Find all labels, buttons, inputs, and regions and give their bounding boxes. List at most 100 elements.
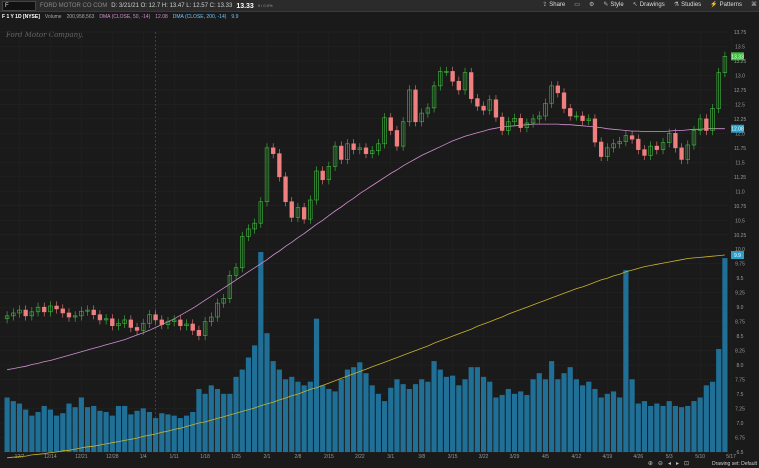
candle-body (704, 118, 709, 131)
volume-bar (623, 270, 629, 452)
print-button[interactable]: ▭ (574, 1, 580, 8)
x-tick-label: 3/1 (387, 454, 394, 460)
y-tick-label: 10.25 (734, 233, 747, 239)
volume-bar (660, 405, 666, 452)
candle-body (370, 150, 375, 154)
candle-body (221, 298, 226, 304)
symbol-input[interactable]: F (2, 1, 36, 11)
candle-body (524, 122, 530, 128)
study-info-bar: F 1 Y 1D [NYSE] Volume 200,958,563 DMA (… (0, 12, 742, 21)
candle-body (165, 321, 171, 325)
volume-bar (468, 367, 474, 452)
price-chart[interactable]: 12/7 12/14 12/21 12/28 1/4 1/11 1/18 1/25 2/1 2/8… (0, 22, 759, 460)
volume-bar (16, 403, 23, 452)
volume-bar (524, 395, 530, 452)
share-icon: ⇪ (542, 2, 548, 8)
volume-bar (709, 381, 716, 452)
candle-body (431, 85, 437, 109)
volume-bar (480, 376, 487, 452)
volume-bar (153, 418, 159, 452)
candle-body (122, 319, 127, 324)
x-tick-label: 3/29 (510, 454, 520, 460)
print-icon: ▭ (574, 2, 580, 8)
drawings-button[interactable]: ↖ Drawings (633, 1, 665, 9)
flask-icon: ⚗ (673, 2, 680, 8)
candle-body (611, 143, 616, 149)
zoom-in-icon[interactable]: ⊕ (647, 461, 653, 467)
volume-bar (629, 379, 635, 452)
candle-body (648, 145, 653, 156)
volume-bar (29, 415, 35, 452)
volume-bar (60, 413, 66, 452)
volume-bar (703, 385, 709, 452)
y-tick-label: 7.5 (737, 392, 744, 398)
volume-bar (357, 362, 363, 452)
candle-body (246, 228, 251, 237)
dma200-label[interactable]: DMA (CLOSE, 200, -14) (172, 13, 227, 20)
sync-button[interactable]: ⌘ (751, 1, 757, 8)
candle-body (85, 309, 90, 312)
volume-bar (72, 407, 78, 452)
candle-body (636, 138, 641, 150)
volume-bar (406, 388, 412, 452)
candle-body (202, 321, 208, 336)
share-label: Share (549, 1, 566, 8)
volume-bar (295, 381, 301, 452)
volume-bar (555, 379, 561, 452)
candle-body (400, 121, 406, 147)
settings-button[interactable]: ⚙ (589, 1, 594, 8)
candle-body (394, 130, 400, 147)
x-tick-label: 1/18 (200, 454, 210, 460)
candle-body (339, 145, 344, 160)
y-tick-label: 6.75 (735, 436, 745, 442)
candle-body (598, 141, 604, 157)
drawing-set-label[interactable]: Drawing set: Default (711, 461, 757, 467)
y-tick-label: 10.0 (735, 247, 745, 253)
candle-body (184, 323, 189, 327)
x-tick-label: 12/7 (15, 454, 25, 460)
volume-bar (685, 405, 691, 452)
share-button[interactable]: ⇪ Share (542, 1, 566, 9)
volume-value: 200,958,563 (66, 13, 95, 20)
zoom-out-icon[interactable]: ⊖ (657, 461, 663, 467)
pan-left-icon[interactable]: ◂ (667, 461, 671, 467)
candle-body (685, 144, 690, 160)
x-tick-label: 12/21 (75, 454, 88, 460)
candle-body (592, 118, 598, 143)
candle-body (147, 314, 152, 324)
y-tick-label: 13.0 (735, 73, 745, 79)
candle-body (444, 71, 449, 73)
patterns-icon: ⚡ (710, 2, 718, 8)
patterns-button[interactable]: ⚡ Patterns (710, 1, 742, 9)
candle-body (60, 308, 65, 314)
chart-ticker[interactable]: F 1 Y 1D [NYSE] (2, 13, 40, 20)
candle-body (283, 176, 288, 203)
volume-bar (97, 410, 103, 452)
price-change: 0 / 0.0% (257, 3, 273, 8)
candle-body (301, 207, 307, 220)
y-tick-label: 13.25 (734, 59, 747, 65)
y-tick-label: 11.75 (734, 146, 746, 152)
candle-body (419, 112, 424, 123)
volume-bar (499, 395, 505, 452)
pan-right-icon[interactable]: ▸ (675, 461, 679, 467)
candle-body (629, 135, 635, 140)
style-button[interactable]: ✎ Style (603, 1, 623, 9)
volume-bar (35, 412, 41, 452)
ohlc-stats: D: 3/21/21 O: 12.7 H: 13.47 L: 12.57 C: … (111, 3, 233, 9)
volume-bar (47, 409, 54, 452)
candle-body (722, 56, 728, 73)
volume-label: Volume (44, 13, 62, 20)
volume-bar (641, 401, 648, 452)
candle-body (258, 201, 263, 224)
volume-bar (122, 405, 128, 452)
fit-icon[interactable]: ⊡ (683, 461, 689, 467)
volume-bar (190, 412, 196, 452)
dma50-label[interactable]: DMA (CLOSE, 50, -14) (99, 13, 151, 20)
candle-body (252, 222, 257, 230)
volume-bar (678, 407, 685, 452)
studies-button[interactable]: ⚗ Studies (673, 1, 701, 9)
candle-body (580, 115, 585, 121)
candle-body (196, 330, 202, 336)
candle-body (475, 98, 480, 107)
